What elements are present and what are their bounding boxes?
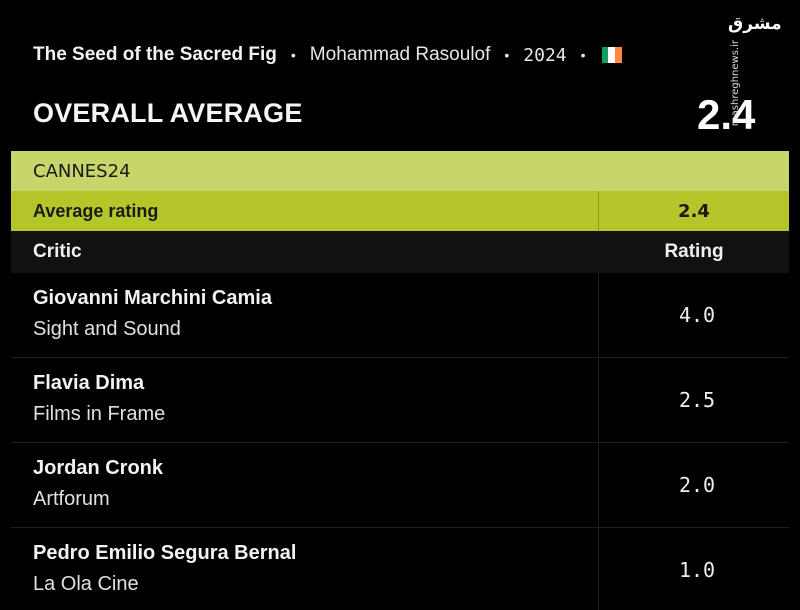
film-title: The Seed of the Sacred Fig <box>33 44 277 65</box>
critic-rating: 2.5 <box>678 388 716 412</box>
separator-dot: • <box>580 47 586 63</box>
film-meta-line: The Seed of the Sacred Fig • Mohammad Ra… <box>33 44 622 66</box>
table-row: Jordan Cronk Artforum 2.0 <box>11 443 789 528</box>
critic-name: Flavia Dima <box>33 372 145 394</box>
critic-rating: 4.0 <box>678 303 716 327</box>
watermark-logo: مشرق <box>728 14 782 34</box>
critic-name: Jordan Cronk <box>33 457 164 479</box>
overall-average-value: 2.4 <box>697 91 756 138</box>
critic-publication: Sight and Sound <box>33 318 181 340</box>
critic-publication: Films in Frame <box>33 403 166 425</box>
watermark-url: mashreghnews.ir <box>730 40 741 127</box>
separator-dot: • <box>290 47 296 63</box>
watermark: مشرق mashreghnews.ir <box>728 6 782 127</box>
table-header: Critic Rating <box>11 231 789 273</box>
critic-rating: 2.0 <box>678 473 716 497</box>
critic-name: Pedro Emilio Segura Bernal <box>33 542 297 564</box>
critic-name: Giovanni Marchini Camia <box>33 287 272 309</box>
header-rating: Rating <box>664 241 724 262</box>
separator-dot: • <box>504 47 510 63</box>
table-row: Flavia Dima Films in Frame 2.5 <box>11 358 789 443</box>
average-rating-value: 2.4 <box>678 200 710 222</box>
festival-label: CANNES24 <box>33 160 131 182</box>
header-critic: Critic <box>33 241 82 262</box>
film-director: Mohammad Rasoulof <box>309 44 491 65</box>
critic-rating: 1.0 <box>678 558 716 582</box>
ratings-table: CANNES24 Average rating 2.4 Critic Ratin… <box>11 151 789 610</box>
festival-row: CANNES24 <box>11 151 789 191</box>
table-row: Pedro Emilio Segura Bernal La Ola Cine 1… <box>11 528 789 610</box>
overall-average-label: OVERALL AVERAGE <box>33 98 303 128</box>
critic-publication: Artforum <box>33 488 110 510</box>
table-row: Giovanni Marchini Camia Sight and Sound … <box>11 273 789 358</box>
critic-publication: La Ola Cine <box>33 573 139 595</box>
average-rating-label: Average rating <box>11 191 599 231</box>
film-year: 2024 <box>523 44 567 66</box>
ireland-flag-icon <box>601 47 622 63</box>
average-rating-row: Average rating 2.4 <box>11 191 789 231</box>
